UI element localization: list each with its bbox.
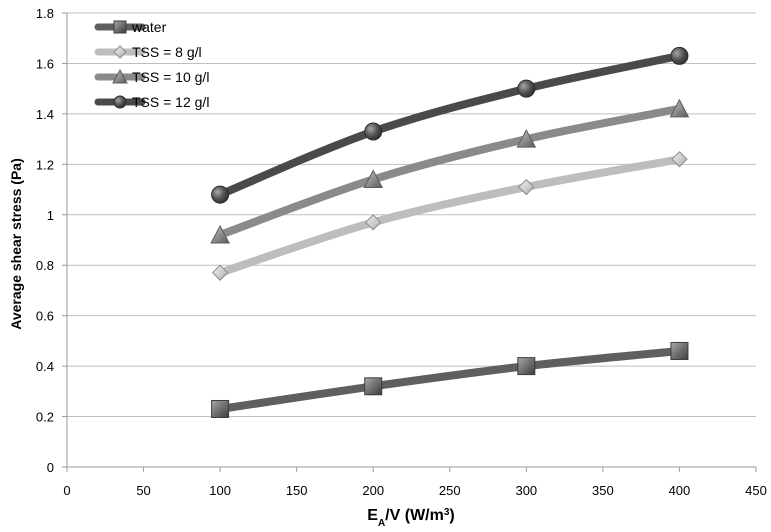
y-tick-label: 1.2	[36, 157, 54, 172]
data-point-triangle	[516, 129, 537, 148]
x-tick-label: 100	[209, 483, 231, 498]
data-point-diamond	[211, 264, 229, 281]
x-axis-label: EA/V (W/m3)	[367, 507, 454, 528]
legend-item: TSS = 8 g/l	[94, 44, 202, 60]
y-tick-label: 0.2	[36, 410, 54, 425]
series-group	[210, 46, 690, 418]
x-tick-label: 300	[515, 483, 537, 498]
data-point-triangle	[363, 169, 384, 188]
legend-label: TSS = 12 g/l	[132, 94, 209, 110]
x-axis-label-subscript: A	[378, 518, 385, 528]
y-axis-label: Average shear stress (Pa)	[8, 158, 24, 329]
legend-label: water	[131, 19, 167, 35]
series-line	[216, 346, 684, 413]
y-tick-label: 0.8	[36, 258, 54, 273]
y-tick-label: 0	[47, 460, 54, 475]
legend-item: TSS = 10 g/l	[94, 68, 209, 85]
legend-label: TSS = 10 g/l	[132, 69, 209, 85]
x-tick-label: 250	[439, 483, 461, 498]
series-line	[216, 155, 684, 277]
y-tick-label: 1	[47, 208, 54, 223]
data-point-circle	[211, 185, 230, 204]
x-axis-label-rest: /V (W/m	[385, 507, 444, 524]
y-tick-label: 1.4	[36, 107, 54, 122]
data-point-circle	[517, 79, 536, 98]
data-point-circle	[670, 46, 689, 65]
legend-label: TSS = 8 g/l	[132, 44, 202, 60]
x-tick-label: 200	[362, 483, 384, 498]
data-point-diamond	[671, 151, 688, 168]
data-point-square	[670, 341, 689, 360]
data-point-triangle	[669, 98, 690, 118]
y-tick-label: 0.6	[36, 309, 54, 324]
legend-marker-triangle	[112, 68, 128, 84]
series-diamond	[211, 151, 688, 281]
x-tick-label: 350	[592, 483, 614, 498]
x-axis-label-end: )	[449, 507, 454, 524]
series-circle	[211, 46, 689, 204]
data-point-circle	[364, 122, 383, 141]
data-point-diamond	[518, 178, 535, 196]
x-axis-label-superscript: 3	[444, 507, 450, 518]
legend-marker-diamond	[113, 45, 127, 59]
data-point-diamond	[365, 214, 382, 231]
x-tick-label: 150	[286, 483, 308, 498]
series-triangle	[210, 98, 690, 244]
y-tick-label: 1.8	[36, 6, 54, 21]
x-tick-label: 0	[63, 483, 70, 498]
data-point-square	[517, 357, 536, 376]
legend-marker-square	[113, 20, 127, 34]
legend: water TSS = 8 g/l TSS = 10 g/l TSS = 12 g/l	[94, 19, 209, 110]
legend-item: TSS = 12 g/l	[94, 94, 209, 110]
y-tick-label: 0.4	[36, 359, 54, 374]
axes: 0 0.2 0.4 0.6 0.8 1 1.2 1.4 1.6 1.8 0 50 100 150 200 25…	[36, 6, 767, 498]
series-line	[216, 104, 684, 239]
series-line	[216, 51, 684, 199]
x-tick-label: 450	[745, 483, 767, 498]
series-square	[211, 341, 689, 418]
x-tick-label: 400	[669, 483, 691, 498]
x-tick-label: 50	[136, 483, 150, 498]
x-axis-label-main: E	[367, 507, 378, 524]
y-tick-label: 1.6	[36, 56, 54, 71]
data-point-square	[211, 399, 230, 418]
data-point-triangle	[210, 224, 230, 244]
data-point-square	[364, 377, 383, 396]
legend-marker-circle	[113, 95, 127, 109]
legend-item: water	[94, 19, 167, 35]
